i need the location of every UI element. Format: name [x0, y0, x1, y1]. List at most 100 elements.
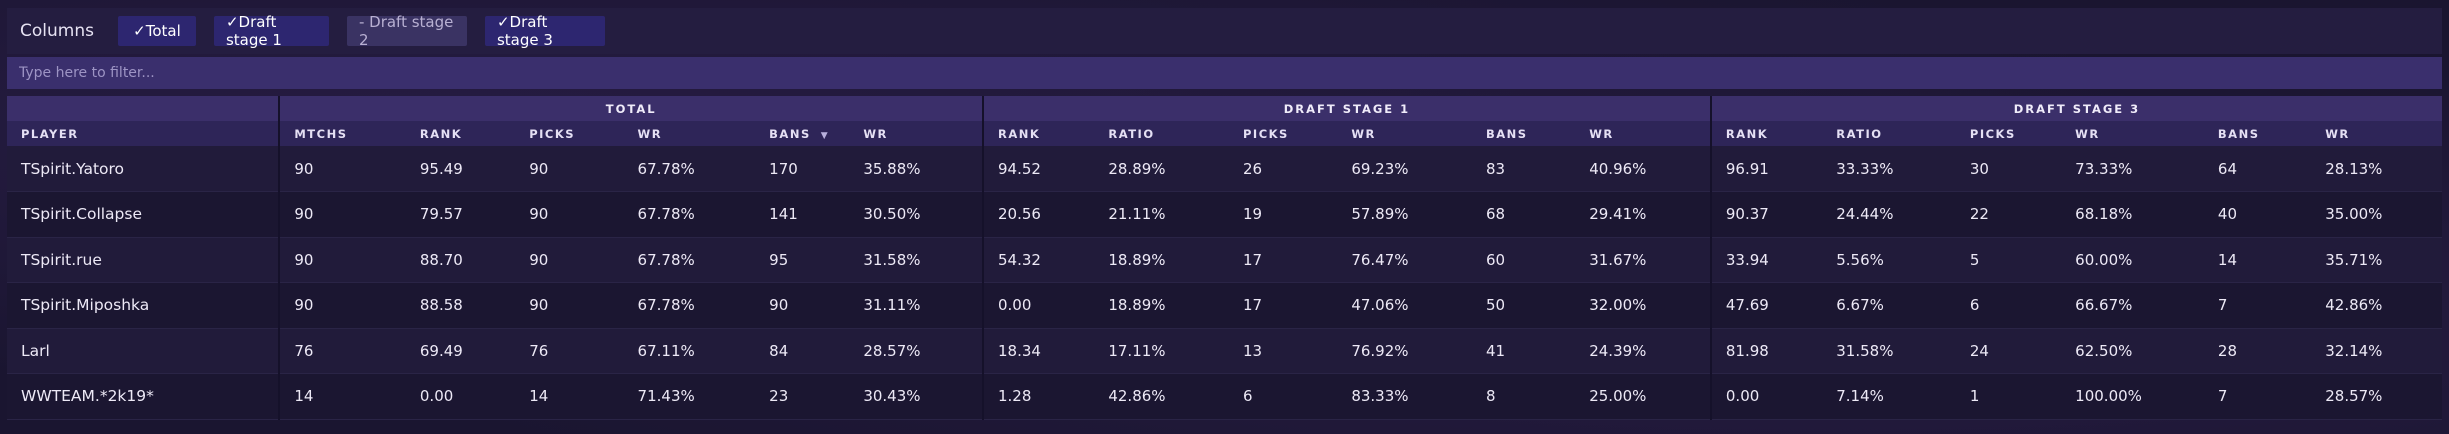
- col-header-total-bans-wr[interactable]: WR: [849, 121, 983, 146]
- col-header-ds1-wr[interactable]: WR: [1337, 121, 1472, 146]
- col-header-total-picks[interactable]: PICKS: [515, 121, 624, 146]
- col-header-ds3-rank[interactable]: RANK: [1709, 121, 1823, 146]
- col-header-ds3-ratio[interactable]: RATIO: [1822, 121, 1956, 146]
- ds3-ratio: 7.14%: [1822, 373, 1956, 420]
- total-mtchs: 90: [278, 191, 406, 238]
- col-header-ds1-picks[interactable]: PICKS: [1228, 121, 1338, 146]
- player-name: TSpirit.rue: [7, 237, 280, 283]
- total-wr: 67.78%: [623, 191, 756, 238]
- ds1-bans-wr: 29.41%: [1575, 191, 1711, 238]
- ds1-ratio: 28.89%: [1094, 146, 1229, 192]
- total-wr: 67.78%: [623, 282, 756, 329]
- ds3-wr: 60.00%: [2061, 237, 2204, 283]
- total-bans-wr: 35.88%: [849, 146, 983, 192]
- ds3-ratio: 24.44%: [1822, 191, 1956, 238]
- player-name: Larl: [7, 328, 280, 374]
- col-header-ds1-bans[interactable]: BANS: [1471, 121, 1576, 146]
- table-row[interactable]: TSpirit.Collapse 90 79.57 90 67.78% 141 …: [7, 191, 2442, 238]
- ds1-wr: 57.89%: [1337, 191, 1472, 238]
- table-row[interactable]: Larl 76 69.49 76 67.11% 84 28.57% 18.34 …: [7, 328, 2442, 374]
- ds1-wr: 83.33%: [1337, 373, 1472, 420]
- ds3-picks: 30: [1955, 146, 2062, 192]
- group-header-player: [7, 96, 280, 121]
- col-header-ds1-rank[interactable]: RANK: [981, 121, 1095, 146]
- group-header-draft-stage-3: DRAFT STAGE 3: [1709, 96, 2442, 121]
- col-header-total-bans[interactable]: BANS ▼: [755, 121, 850, 146]
- col-header-total-rank[interactable]: RANK: [405, 121, 516, 146]
- player-name: TSpirit.Collapse: [7, 191, 280, 238]
- filter-input[interactable]: [7, 57, 2442, 89]
- ds1-picks: 26: [1228, 146, 1338, 192]
- total-rank: 69.49: [405, 328, 516, 374]
- toggle-draft-stage-2[interactable]: - Draft stage 2: [346, 13, 467, 49]
- col-header-player[interactable]: PLAYER: [7, 121, 280, 146]
- col-header-total-mtchs[interactable]: MTCHS: [278, 121, 406, 146]
- ds3-bans-wr: 35.00%: [2311, 191, 2442, 238]
- ds1-wr: 47.06%: [1337, 282, 1472, 329]
- toggle-draft-stage-1[interactable]: ✓Draft stage 1: [213, 13, 329, 49]
- ds3-bans: 40: [2203, 191, 2312, 238]
- ds3-ratio: 5.56%: [1822, 237, 1956, 283]
- ds1-ratio: 42.86%: [1094, 373, 1229, 420]
- ds3-rank: 33.94: [1709, 237, 1823, 283]
- table-row[interactable]: WWTEAM.*2k19* 14 0.00 14 71.43% 23 30.43…: [7, 373, 2442, 420]
- ds3-bans: 14: [2203, 237, 2312, 283]
- ds3-bans: 28: [2203, 328, 2312, 374]
- ds1-bans: 8: [1471, 373, 1576, 420]
- ds1-picks: 13: [1228, 328, 1338, 374]
- toggle-draft-stage-3[interactable]: ✓Draft stage 3: [484, 13, 605, 49]
- ds1-bans: 60: [1471, 237, 1576, 283]
- col-header-ds3-wr[interactable]: WR: [2061, 121, 2204, 146]
- columns-label: Columns: [20, 21, 94, 41]
- total-bans-wr: 30.50%: [849, 191, 983, 238]
- ds1-rank: 54.32: [981, 237, 1095, 283]
- total-picks: 76: [515, 328, 624, 374]
- total-bans-wr: 31.11%: [849, 282, 983, 329]
- ds1-rank: 94.52: [981, 146, 1095, 192]
- total-wr: 67.11%: [623, 328, 756, 374]
- ds3-picks: 22: [1955, 191, 2062, 238]
- table-row[interactable]: TSpirit.Yatoro 90 95.49 90 67.78% 170 35…: [7, 146, 2442, 192]
- ds3-bans-wr: 35.71%: [2311, 237, 2442, 283]
- table-row[interactable]: TSpirit.Miposhka 90 88.58 90 67.78% 90 3…: [7, 282, 2442, 329]
- ds1-bans: 68: [1471, 191, 1576, 238]
- ds3-bans: 64: [2203, 146, 2312, 192]
- total-picks: 14: [515, 373, 624, 420]
- ds1-rank: 18.34: [981, 328, 1095, 374]
- col-header-ds3-picks[interactable]: PICKS: [1955, 121, 2062, 146]
- total-picks: 90: [515, 191, 624, 238]
- total-bans: 90: [755, 282, 850, 329]
- col-header-ds1-ratio[interactable]: RATIO: [1094, 121, 1229, 146]
- col-header-ds1-bans-wr[interactable]: WR: [1575, 121, 1711, 146]
- ds1-ratio: 18.89%: [1094, 237, 1229, 283]
- ds3-bans: 7: [2203, 282, 2312, 329]
- ds1-bans-wr: 24.39%: [1575, 328, 1711, 374]
- ds3-ratio: 31.58%: [1822, 328, 1956, 374]
- ds1-rank: 20.56: [981, 191, 1095, 238]
- table-row[interactable]: TSpirit.rue 90 88.70 90 67.78% 95 31.58%…: [7, 237, 2442, 283]
- ds3-rank: 90.37: [1709, 191, 1823, 238]
- total-bans: 170: [755, 146, 850, 192]
- total-bans-wr: 30.43%: [849, 373, 983, 420]
- ds3-rank: 0.00: [1709, 373, 1823, 420]
- col-header-ds3-bans-wr[interactable]: WR: [2311, 121, 2442, 146]
- group-header-row: TOTAL DRAFT STAGE 1 DRAFT STAGE 3: [7, 96, 2442, 121]
- ds1-ratio: 18.89%: [1094, 282, 1229, 329]
- ds1-picks: 19: [1228, 191, 1338, 238]
- toggle-total[interactable]: ✓Total: [117, 16, 196, 46]
- total-wr: 67.78%: [623, 146, 756, 192]
- ds1-picks: 17: [1228, 282, 1338, 329]
- ds1-wr: 76.92%: [1337, 328, 1472, 374]
- ds1-ratio: 17.11%: [1094, 328, 1229, 374]
- ds3-picks: 5: [1955, 237, 2062, 283]
- total-bans: 95: [755, 237, 850, 283]
- ds3-picks: 24: [1955, 328, 2062, 374]
- ds1-bans-wr: 32.00%: [1575, 282, 1711, 329]
- ds3-bans: 7: [2203, 373, 2312, 420]
- total-picks: 90: [515, 282, 624, 329]
- total-rank: 0.00: [405, 373, 516, 420]
- col-header-ds3-bans[interactable]: BANS: [2203, 121, 2312, 146]
- total-mtchs: 76: [278, 328, 406, 374]
- total-bans-wr: 28.57%: [849, 328, 983, 374]
- col-header-total-wr[interactable]: WR: [623, 121, 756, 146]
